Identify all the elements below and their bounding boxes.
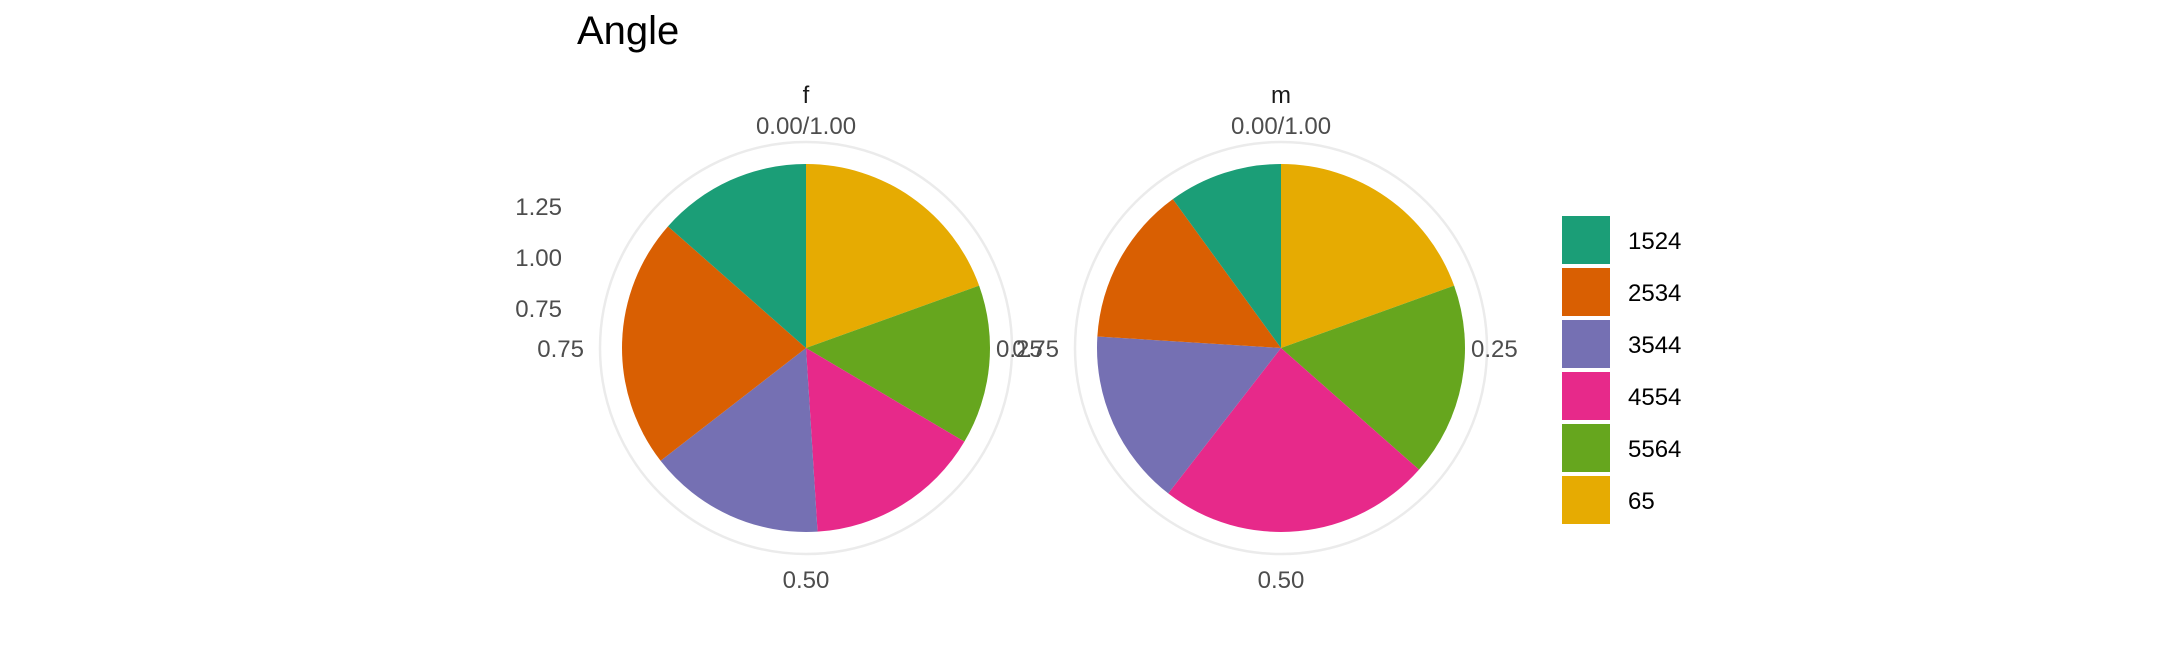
facet-label: f	[803, 82, 810, 109]
legend-label: 2534	[1628, 280, 1681, 307]
pie-slice-3544	[660, 348, 818, 533]
pie-slice-1524	[1172, 164, 1281, 348]
angle-tick-label: 0.50	[783, 567, 830, 594]
radial-tick-label: 1.00	[515, 245, 562, 272]
legend-label: 1524	[1628, 228, 1681, 255]
legend-key-1524	[1562, 216, 1610, 264]
pie-slice-1524	[667, 164, 806, 348]
facet-label: m	[1271, 82, 1291, 109]
legend-key-4554	[1562, 372, 1610, 420]
legend-label: 3544	[1628, 332, 1681, 359]
pie-slice-65	[1281, 164, 1455, 348]
chart-title: Angle	[577, 9, 679, 53]
pie-slice-5564	[1281, 285, 1465, 470]
angle-tick-label: 0.00/1.00	[756, 113, 856, 140]
legend-label: 65	[1628, 488, 1655, 515]
grid-ring	[1073, 140, 1489, 556]
angle-tick-label: 0.75	[1012, 336, 1059, 363]
pie-slice-4554	[806, 348, 965, 532]
legend-key-2534	[1562, 268, 1610, 316]
facet-panels: f 0.00/1.00 0.25 0.50 0.75 m 0.00/1.00 0.25 0.50…	[537, 82, 1517, 594]
facet-f: f 0.00/1.00 0.25 0.50 0.75	[537, 82, 1042, 594]
angle-tick-label: 0.75	[537, 336, 584, 363]
pie-slice-2534	[1097, 199, 1281, 348]
pie-slice-5564	[806, 285, 990, 442]
angle-tick-label: 0.00/1.00	[1231, 113, 1331, 140]
radial-axis-labels: 1.25 1.00 0.75	[515, 194, 562, 323]
grid-ring	[598, 140, 1014, 556]
legend-key-5564	[1562, 424, 1610, 472]
angle-tick-label: 0.25	[996, 336, 1043, 363]
pie-slice-2534	[622, 226, 806, 461]
pie-slice-65	[806, 164, 980, 348]
angle-tick-label: 0.50	[1258, 567, 1305, 594]
legend-label: 4554	[1628, 384, 1681, 411]
legend-label: 5564	[1628, 436, 1681, 463]
pie-slice-4554	[1168, 348, 1420, 532]
angle-tick-label: 0.25	[1471, 336, 1518, 363]
pie-slice-3544	[1096, 336, 1281, 494]
radial-tick-label: 0.75	[515, 296, 562, 323]
legend-key-65	[1562, 476, 1610, 524]
legend: 1524 2534 3544 4554 5564 65	[1562, 216, 1681, 524]
radial-tick-label: 1.25	[515, 194, 562, 221]
legend-key-3544	[1562, 320, 1610, 368]
facet-m: m 0.00/1.00 0.25 0.50 0.75	[1012, 82, 1517, 594]
